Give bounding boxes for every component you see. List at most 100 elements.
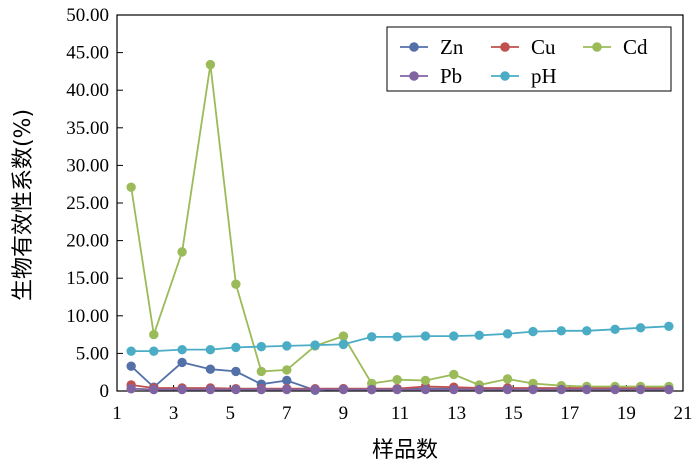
data-point-cd — [177, 247, 187, 257]
data-point-pb — [502, 384, 513, 395]
series-ph — [126, 321, 674, 356]
legend-item-cd: Cd — [583, 35, 648, 59]
legend-label: Pb — [440, 64, 462, 88]
data-point-pb — [338, 384, 349, 395]
series-pb — [126, 384, 674, 395]
data-point-ph — [502, 329, 513, 339]
data-point-cd — [282, 365, 292, 375]
y-tick-label: 40.00 — [66, 80, 109, 101]
legend-label: pH — [531, 64, 557, 88]
data-point-cd — [420, 375, 431, 386]
data-point-zn — [205, 364, 216, 374]
data-point-pb — [231, 384, 241, 395]
x-axis-title: 样品数 — [372, 438, 438, 463]
y-tick-label: 20.00 — [66, 231, 109, 252]
data-point-ph — [338, 339, 349, 350]
y-tick-label: 5.00 — [76, 343, 109, 364]
data-point-ph — [556, 326, 567, 336]
data-point-cd — [338, 331, 349, 341]
data-point-pb — [664, 384, 674, 395]
data-point-pb — [310, 384, 320, 395]
data-point-ph — [256, 341, 267, 352]
data-point-cd — [256, 366, 267, 377]
y-axis-ticks: 0 5.00 10.00 15.00 20.00 25.00 30.00 35.00 40.00… — [66, 5, 123, 402]
data-point-ph — [449, 331, 459, 341]
data-point-pb — [282, 384, 292, 395]
data-point-ph — [231, 342, 241, 353]
series-cd — [126, 59, 674, 392]
legend-item-ph: pH — [491, 64, 557, 88]
legend-swatch-marker — [500, 42, 510, 52]
data-point-ph — [149, 346, 159, 356]
data-point-ph — [310, 340, 320, 350]
y-axis-title: 生物有效性系数(%) — [11, 109, 36, 301]
data-point-zn — [126, 361, 136, 371]
x-tick-label: 19 — [617, 403, 636, 424]
legend-item-cu: Cu — [491, 35, 556, 59]
x-tick-label: 5 — [225, 403, 235, 424]
y-tick-label: 30.00 — [66, 155, 109, 176]
data-point-pb — [582, 384, 592, 395]
x-tick-label: 11 — [391, 403, 409, 424]
data-point-ph — [367, 332, 377, 342]
data-point-ph — [610, 324, 620, 335]
data-point-cd — [449, 369, 459, 380]
legend-box — [386, 26, 672, 92]
data-point-ph — [635, 323, 646, 333]
data-point-pb — [610, 384, 620, 395]
data-point-ph — [126, 346, 136, 356]
x-tick-label: 17 — [560, 403, 579, 424]
legend: Zn Cu Cd Pb pH — [386, 26, 672, 92]
data-point-ph — [177, 344, 187, 355]
series-layer — [126, 59, 674, 395]
data-point-ph — [664, 321, 674, 332]
data-point-cd — [502, 374, 513, 384]
data-point-ph — [420, 331, 431, 341]
data-point-pb — [474, 384, 484, 395]
data-point-ph — [205, 344, 216, 355]
x-tick-label: 13 — [447, 403, 466, 424]
data-point-pb — [635, 384, 646, 395]
legend-label: Zn — [440, 35, 464, 59]
data-point-zn — [231, 366, 241, 377]
legend-label: Cd — [623, 35, 648, 59]
y-tick-label: 0 — [100, 381, 110, 402]
y-tick-label: 10.00 — [66, 306, 109, 327]
x-axis-ticks: 1 3 5 7 9 11 13 15 17 19 21 — [112, 385, 693, 424]
legend-swatch-marker — [409, 42, 419, 52]
data-point-zn — [177, 357, 187, 368]
x-tick-label: 15 — [504, 403, 523, 424]
x-tick-label: 9 — [339, 403, 349, 424]
data-point-cd — [231, 279, 241, 289]
legend-label: Cu — [531, 35, 556, 59]
legend-swatch-marker — [592, 42, 602, 52]
data-point-pb — [449, 384, 459, 395]
data-point-pb — [149, 384, 159, 395]
data-point-ph — [528, 326, 538, 337]
data-point-pb — [420, 384, 431, 395]
data-point-pb — [392, 384, 402, 395]
data-point-ph — [282, 341, 292, 351]
data-point-pb — [177, 384, 187, 395]
data-point-ph — [582, 326, 592, 336]
y-tick-label: 15.00 — [66, 268, 109, 289]
y-tick-label: 25.00 — [66, 193, 109, 214]
data-point-ph — [392, 332, 402, 342]
data-point-pb — [367, 384, 377, 395]
data-point-cd — [126, 182, 136, 192]
data-point-cd — [149, 329, 159, 340]
y-tick-label: 50.00 — [66, 5, 109, 26]
x-tick-label: 7 — [282, 403, 292, 424]
x-tick-label: 1 — [112, 403, 122, 424]
data-point-pb — [205, 384, 216, 395]
legend-item-zn: Zn — [400, 35, 464, 59]
legend-swatch-marker — [409, 71, 419, 81]
data-point-cd — [392, 375, 402, 385]
data-point-ph — [474, 330, 484, 341]
data-point-pb — [556, 384, 567, 395]
data-point-pb — [126, 384, 136, 394]
legend-item-pb: Pb — [400, 64, 462, 88]
y-tick-label: 45.00 — [66, 43, 109, 64]
data-point-cd — [205, 59, 216, 70]
